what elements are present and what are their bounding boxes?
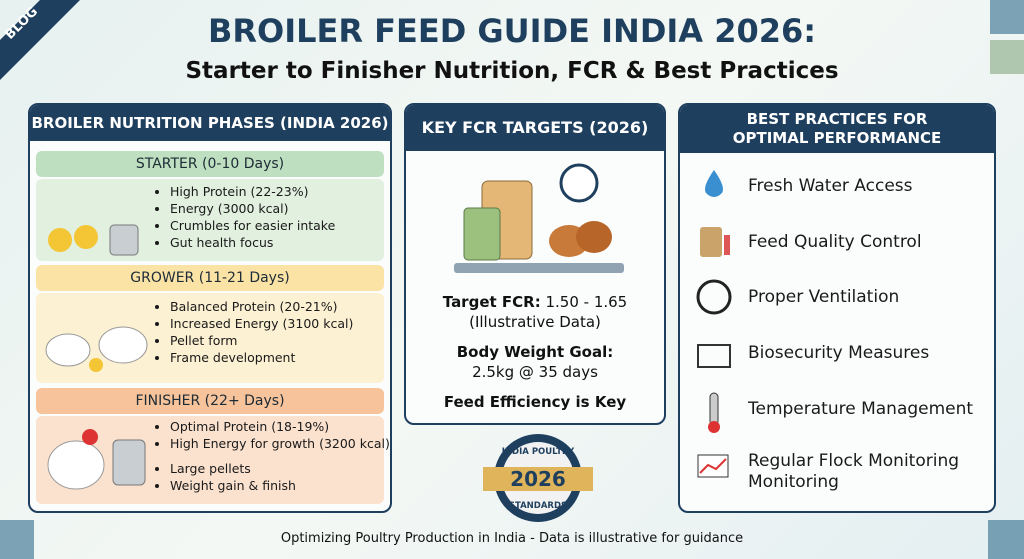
text: Gut health focus	[170, 234, 335, 251]
text: Balanced Protein (20-21%)	[170, 298, 353, 315]
phases-panel: BROILER NUTRITION PHASES (INDIA 2026) ST…	[28, 103, 392, 513]
text: High Energy for growth (3200 kcal)	[170, 435, 390, 452]
practices-panel: BEST PRACTICES FOR OPTIMAL PERFORMANCE Fr…	[678, 103, 996, 513]
practice: Fresh Water Access	[748, 176, 913, 196]
text: Weight gain & finish	[170, 477, 390, 494]
badge-bottom: STANDARDS	[509, 501, 567, 511]
practice-icons	[696, 170, 732, 478]
phase-name: GROWER (11-21 Days)	[36, 265, 384, 291]
phase-body	[36, 179, 384, 261]
weight-label: Body Weight Goal:	[456, 343, 614, 361]
text: 1.50 - 1.65	[545, 293, 628, 311]
practice: Temperature Management	[748, 399, 974, 419]
efficiency: Feed Efficiency is Key	[443, 393, 627, 411]
title: BROILER FEED GUIDE INDIA 2026:	[207, 12, 817, 50]
text: High Protein (22-23%)	[170, 183, 335, 200]
text: Optimal Protein (18-19%)	[170, 418, 390, 435]
text: Large pellets	[170, 460, 390, 477]
fcr-panel: KEY FCR TARGETS (2026) Target FCR: 1.50 …	[404, 103, 666, 425]
subtitle: Starter to Finisher Nutrition, FCR & Bes…	[185, 58, 839, 84]
text: OPTIMAL PERFORMANCE	[732, 129, 942, 147]
phase-name: FINISHER (22+ Days)	[36, 388, 384, 414]
phase-name: STARTER (0-10 Days)	[36, 151, 384, 177]
practice: Regular Flock Monitoring Monitoring	[748, 451, 959, 493]
text: Frame development	[170, 349, 353, 366]
chicken-illustrations	[45, 224, 148, 490]
text: Increased Energy (3100 kcal)	[170, 315, 353, 332]
text: Pellet form	[170, 332, 353, 349]
badge: INDIA POULTRY 2026 STANDARDS	[483, 434, 593, 522]
phase-bullets: High Protein (22-23%)Energy (3000 kcal)C…	[158, 183, 335, 251]
text: Monitoring	[748, 472, 839, 492]
badge-top: INDIA POULTRY	[502, 447, 575, 457]
feed-illustration	[454, 163, 624, 273]
practice: Feed Quality Control	[748, 232, 922, 252]
text: Energy (3000 kcal)	[170, 200, 335, 217]
practice: Biosecurity Measures	[748, 343, 930, 363]
badge-year: 2026	[510, 467, 566, 491]
text: BEST PRACTICES FOR	[746, 110, 928, 128]
panel-title: BROILER NUTRITION PHASES (INDIA 2026)	[30, 105, 390, 141]
practice: Proper Ventilation	[748, 287, 900, 307]
footer: Optimizing Poultry Production in India -…	[280, 531, 744, 546]
phase-bullets: Balanced Protein (20-21%)Increased Energ…	[158, 298, 353, 366]
text: Regular Flock Monitoring	[748, 451, 960, 471]
phase-bullets: Optimal Protein (18-19%)High Energy for …	[158, 418, 390, 494]
fcr-target: Target FCR: 1.50 - 1.65	[406, 293, 664, 311]
text: Crumbles for easier intake	[170, 217, 335, 234]
fcr-note: (Illustrative Data)	[469, 313, 601, 331]
text: Target FCR:	[442, 293, 541, 311]
panel-title: KEY FCR TARGETS (2026)	[406, 105, 664, 151]
panel-title: BEST PRACTICES FOR OPTIMAL PERFORMANCE	[680, 105, 994, 153]
weight-value: 2.5kg @ 35 days	[472, 363, 598, 381]
